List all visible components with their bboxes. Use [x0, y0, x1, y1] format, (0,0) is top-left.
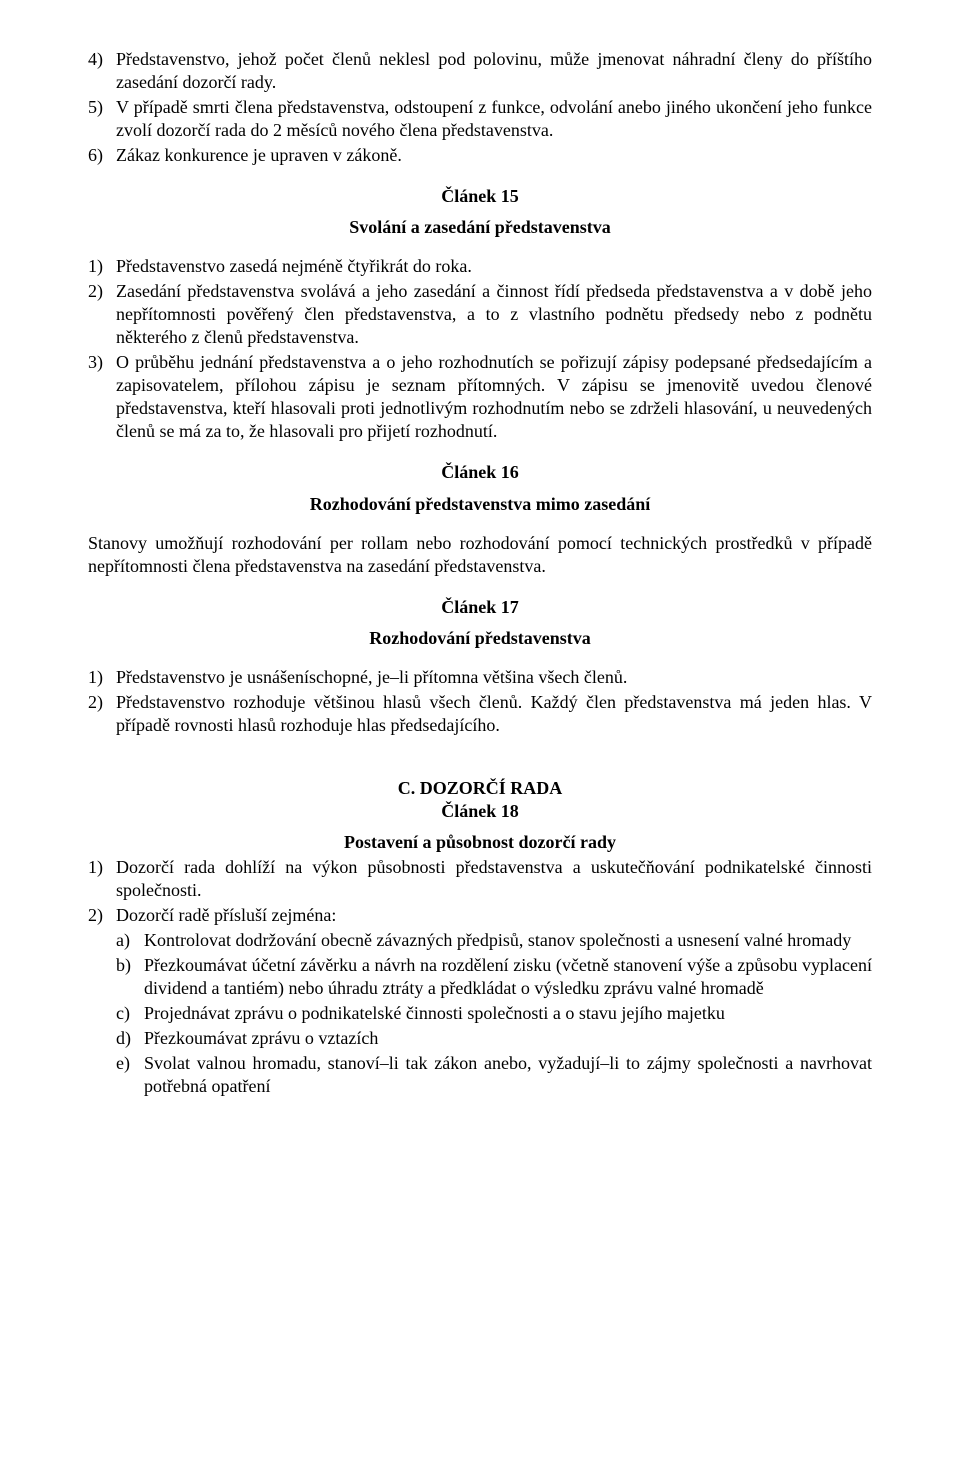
article-15-subtitle: Svolání a zasedání představenstva — [88, 216, 872, 239]
article-15-title: Článek 15 — [88, 185, 872, 208]
sub-text: Kontrolovat dodržování obecně závazných … — [144, 929, 872, 952]
section-c-label: C. DOZORČÍ RADA — [88, 777, 872, 800]
list-item: 2) Představenstvo rozhoduje většinou hla… — [88, 691, 872, 737]
item-text: Dozorčí rada dohlíží na výkon působnosti… — [116, 856, 872, 902]
article-16-paragraph: Stanovy umožňují rozhodování per rollam … — [88, 532, 872, 578]
list-item: 6) Zákaz konkurence je upraven v zákoně. — [88, 144, 872, 167]
item-number: 2) — [88, 691, 116, 714]
item-text: Zákaz konkurence je upraven v zákoně. — [116, 144, 872, 167]
item-number: 1) — [88, 856, 116, 879]
item-text: Představenstvo je usnášeníschopné, je–li… — [116, 666, 872, 689]
item-text: Představenstvo rozhoduje většinou hlasů … — [116, 691, 872, 737]
item-number: 3) — [88, 351, 116, 374]
item-text: Zasedání představenstva svolává a jeho z… — [116, 280, 872, 349]
list-item: 3) O průběhu jednání představenstva a o … — [88, 351, 872, 443]
article-15-list: 1) Představenstvo zasedá nejméně čtyřikr… — [88, 255, 872, 443]
article-16-subtitle: Rozhodování představenstva mimo zasedání — [88, 493, 872, 516]
article-17-list: 1) Představenstvo je usnášeníschopné, je… — [88, 666, 872, 737]
article-17-subtitle: Rozhodování představenstva — [88, 627, 872, 650]
sub-text: Přezkoumávat účetní závěrku a návrh na r… — [144, 954, 872, 1000]
sub-text: Přezkoumávat zprávu o vztazích — [144, 1027, 872, 1050]
article-17-title: Článek 17 — [88, 596, 872, 619]
intro-list: 4) Představenstvo, jehož počet členů nek… — [88, 48, 872, 167]
sub-letter: a) — [116, 929, 144, 952]
sub-item: a) Kontrolovat dodržování obecně závazný… — [116, 929, 872, 952]
sub-letter: d) — [116, 1027, 144, 1050]
list-item: 5) V případě smrti člena představenstva,… — [88, 96, 872, 142]
item-number: 6) — [88, 144, 116, 167]
sub-item: e) Svolat valnou hromadu, stanoví–li tak… — [116, 1052, 872, 1098]
item-text: V případě smrti člena představenstva, od… — [116, 96, 872, 142]
sub-letter: e) — [116, 1052, 144, 1075]
item-text: Představenstvo, jehož počet členů nekles… — [116, 48, 872, 94]
item-number: 4) — [88, 48, 116, 71]
item-number: 1) — [88, 255, 116, 278]
item-number: 2) — [88, 904, 116, 927]
list-item: 2) Zasedání představenstva svolává a jeh… — [88, 280, 872, 349]
sub-item: b) Přezkoumávat účetní závěrku a návrh n… — [116, 954, 872, 1000]
list-item: 4) Představenstvo, jehož počet členů nek… — [88, 48, 872, 94]
article-18-subtitle: Postavení a působnost dozorčí rady — [88, 831, 872, 854]
item-number: 5) — [88, 96, 116, 119]
item-text: Dozorčí radě přísluší zejména: — [116, 904, 872, 927]
item-number: 1) — [88, 666, 116, 689]
sub-text: Svolat valnou hromadu, stanoví–li tak zá… — [144, 1052, 872, 1098]
item-number: 2) — [88, 280, 116, 303]
article-16-title: Článek 16 — [88, 461, 872, 484]
sub-text: Projednávat zprávu o podnikatelské činno… — [144, 1002, 872, 1025]
sub-item: c) Projednávat zprávu o podnikatelské či… — [116, 1002, 872, 1025]
item-text: O průběhu jednání představenstva a o jeh… — [116, 351, 872, 443]
sub-letter: c) — [116, 1002, 144, 1025]
list-item: 1) Dozorčí rada dohlíží na výkon působno… — [88, 856, 872, 902]
sub-letter: b) — [116, 954, 144, 977]
list-item: 1) Představenstvo zasedá nejméně čtyřikr… — [88, 255, 872, 278]
sub-item: d) Přezkoumávat zprávu o vztazích — [116, 1027, 872, 1050]
item-text: Představenstvo zasedá nejméně čtyřikrát … — [116, 255, 872, 278]
article-18-title: Článek 18 — [88, 800, 872, 823]
article-18-list: 1) Dozorčí rada dohlíží na výkon působno… — [88, 856, 872, 927]
list-item: 2) Dozorčí radě přísluší zejména: — [88, 904, 872, 927]
article-18-sublist: a) Kontrolovat dodržování obecně závazný… — [116, 929, 872, 1098]
list-item: 1) Představenstvo je usnášeníschopné, je… — [88, 666, 872, 689]
